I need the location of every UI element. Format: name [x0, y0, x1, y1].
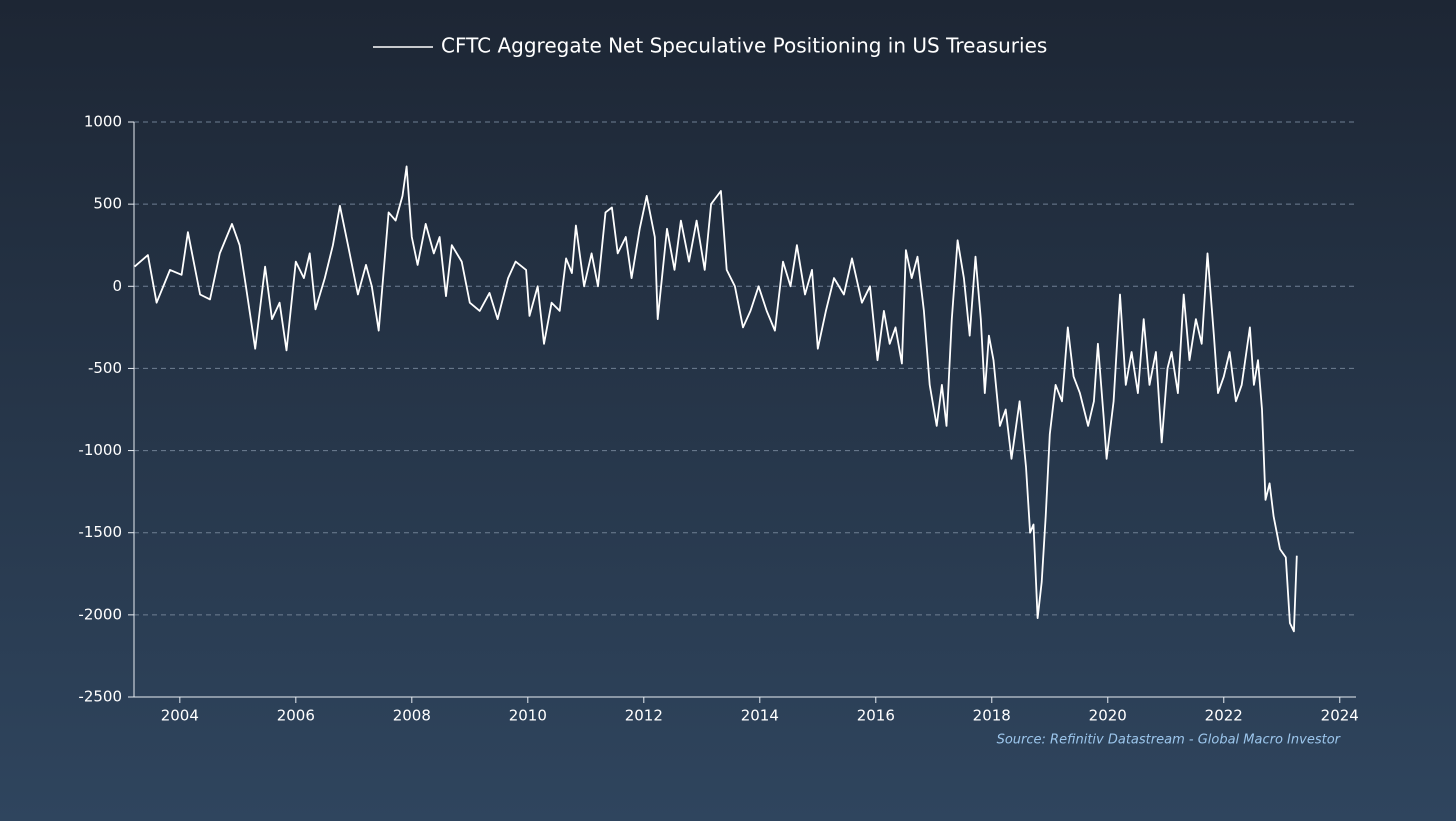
y-tick-label: -2500 [78, 688, 122, 706]
source-note: Source: Refinitiv Datastream - Global Ma… [997, 733, 1342, 748]
x-tick-label: 2006 [277, 707, 315, 725]
x-tick-label: 2016 [857, 707, 895, 725]
y-tick-label: -500 [88, 359, 122, 377]
x-tick-label: 2012 [625, 707, 663, 725]
y-tick-label: -1500 [78, 523, 122, 541]
series-line [134, 165, 1298, 633]
y-tick-label: 1000 [84, 113, 122, 131]
x-tick-label: 2010 [509, 707, 547, 725]
y-tick-label: 500 [93, 195, 122, 213]
x-tick-label: 2020 [1089, 707, 1127, 725]
x-tick-label: 2024 [1321, 707, 1359, 725]
x-tick-label: 2014 [741, 707, 779, 725]
y-tick-label: -2000 [78, 605, 122, 623]
x-tick-label: 2018 [973, 707, 1011, 725]
legend-label: CFTC Aggregate Net Speculative Positioni… [441, 34, 1047, 58]
x-tick-label: 2008 [393, 707, 431, 725]
x-tick-label: 2022 [1205, 707, 1243, 725]
y-tick-label: -1000 [78, 441, 122, 459]
x-tick-label: 2004 [161, 707, 199, 725]
y-tick-label: 0 [112, 277, 122, 295]
